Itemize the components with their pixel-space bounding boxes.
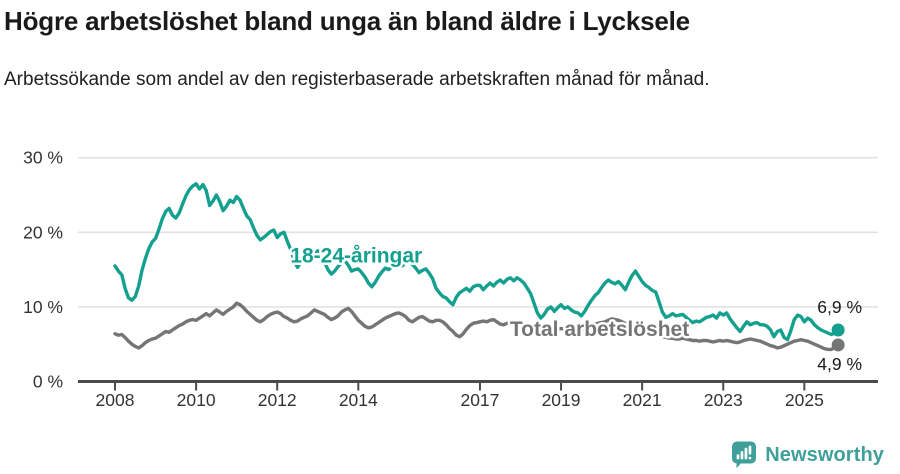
end-value-label-0: 6,9 % — [817, 297, 862, 317]
x-tick-label-2021: 2021 — [623, 390, 662, 410]
y-tick-label-20: 20 % — [23, 222, 63, 242]
newsworthy-logo-icon — [732, 441, 757, 469]
end-value-label-1: 4,9 % — [817, 354, 862, 374]
end-dot-1 — [831, 338, 845, 352]
y-tick-label-10: 10 % — [23, 297, 63, 317]
series-lines — [113, 182, 840, 352]
x-tick-label-2014: 2014 — [339, 390, 378, 410]
end-dot-0 — [831, 323, 845, 337]
x-tick-label-2025: 2025 — [785, 390, 824, 410]
series-end-dots — [831, 323, 845, 352]
x-tick-label-2023: 2023 — [704, 390, 743, 410]
series-labels: 18-24-åringar Total arbetslöshet — [288, 242, 692, 343]
chart-title: Högre arbetslöshet bland unga än bland ä… — [4, 6, 690, 36]
y-axis-labels: 0 % 10 % 20 % 30 % — [23, 148, 63, 392]
gridlines — [78, 156, 878, 308]
series-label-1: Total arbetslöshet — [510, 318, 689, 341]
x-tick-label-2010: 2010 — [177, 390, 216, 410]
y-tick-label-0: 0 % — [33, 372, 63, 392]
newsworthy-wordmark: Newsworthy — [765, 443, 884, 466]
series-line-1 — [113, 301, 840, 352]
x-tick-label-2012: 2012 — [258, 390, 297, 410]
x-axis: 2008 2010 2012 2014 2017 2019 2021 2023 2025 — [78, 380, 878, 410]
x-tick-label-2017: 2017 — [460, 390, 499, 410]
y-tick-label-30: 30 % — [23, 148, 63, 168]
newsworthy-branding: Newsworthy — [731, 441, 884, 469]
x-tick-label-2019: 2019 — [542, 390, 581, 410]
series-line-0 — [113, 182, 840, 342]
end-value-labels: 6,9 % 4,9 % — [817, 297, 862, 374]
chart-subtitle: Arbetssökande som andel av den registerb… — [4, 69, 710, 90]
series-label-0: 18-24-åringar — [290, 244, 422, 267]
x-tick-label-2008: 2008 — [96, 390, 135, 410]
